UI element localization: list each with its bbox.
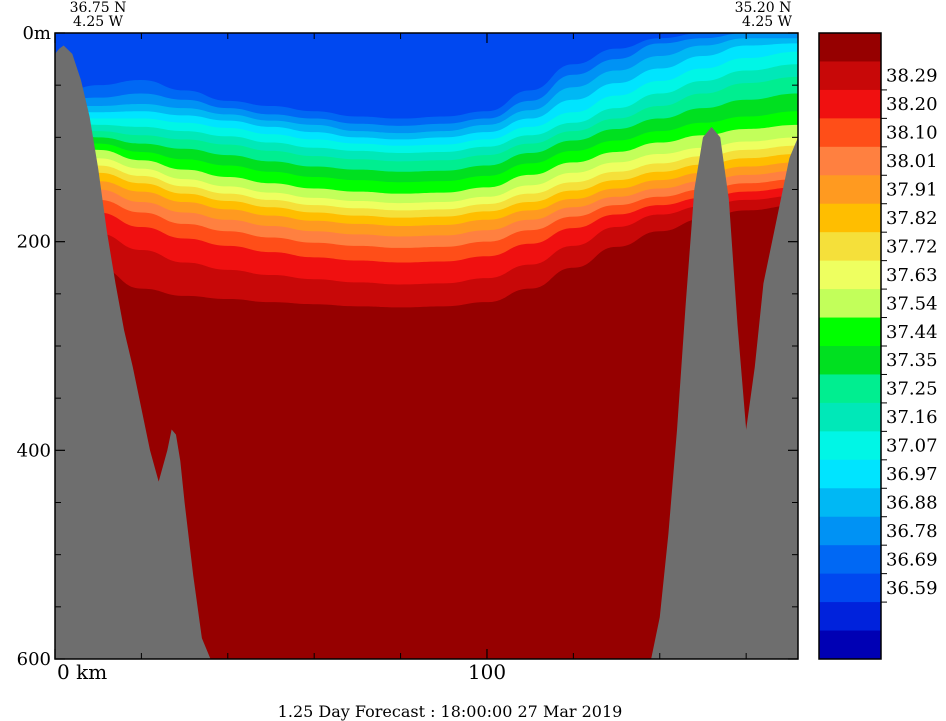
colorbar-label: 37.63 [886,265,938,286]
colorbar-label: 37.72 [886,236,938,257]
colorbar-segment [819,61,881,91]
colorbar-segment [819,203,881,233]
colorbar-label: 38.20 [886,94,938,115]
section-endpoints: 36.75 N 4.25 W 35.20 N 4.25 W [70,0,793,30]
colorbar-segment [819,346,881,375]
colorbar-segment [819,459,881,489]
colorbar-label: 36.69 [886,549,938,570]
salinity-field [55,33,798,659]
x-tick-label: 0 km [57,660,107,684]
colorbar-label: 37.35 [886,350,938,371]
colorbar-label: 37.07 [886,436,938,457]
colorbar-segment [819,630,881,660]
colorbar-label: 36.78 [886,521,938,542]
colorbar-label: 38.10 [886,123,938,144]
right-endpoint-longitude: 4.25 W [742,14,793,30]
y-tick-label: 0m [22,23,51,44]
left-endpoint-latitude: 36.75 N [70,0,127,16]
colorbar-segment [819,175,881,205]
colorbar-segment [819,89,881,119]
colorbar-segment [819,33,881,62]
y-tick-label: 400 [17,440,51,461]
axes: 0m 200 400 600 0 km 100 [17,23,799,684]
colorbar: 38.29 38.20 38.10 38.01 37.91 37.82 37.72 37.63… [818,32,938,660]
left-endpoint-longitude: 4.25 W [73,14,124,30]
colorbar-label: 38.29 [886,66,938,87]
colorbar-segment [819,146,881,176]
colorbar-label: 38.01 [886,151,938,172]
colorbar-segment [819,602,881,632]
seafloor-bathymetry [55,45,798,659]
colorbar-label: 36.97 [886,464,938,485]
colorbar-segment [819,289,881,319]
colorbar-label: 37.25 [886,379,938,400]
colorbar-segment [819,118,881,148]
colorbar-segment [819,260,881,290]
colorbar-label: 37.91 [886,180,938,201]
y-tick-label: 600 [17,649,51,670]
colorbar-segment [819,573,881,603]
colorbar-label: 37.54 [886,293,938,314]
colorbar-label: 37.44 [886,322,938,343]
x-tick-label: 100 [468,660,506,684]
y-tick-label: 200 [17,232,51,253]
colorbar-segment [819,402,881,432]
colorbar-segment [819,317,881,347]
colorbar-label: 37.16 [886,407,938,428]
forecast-footer: 1.25 Day Forecast : 18:00:00 27 Mar 2019 [278,702,623,721]
right-endpoint-latitude: 35.20 N [735,0,792,16]
colorbar-label: 37.82 [886,208,938,229]
colorbar-label: 36.59 [886,578,938,599]
salinity-band-36.59 [55,33,798,119]
colorbar-segment [819,488,881,518]
colorbar-segment [819,374,881,404]
colorbar-segment [819,545,881,575]
colorbar-segment [819,516,881,546]
colorbar-segment [819,232,881,262]
colorbar-segment [819,431,881,461]
plot-area [55,33,798,659]
colorbar-label: 36.88 [886,493,938,514]
